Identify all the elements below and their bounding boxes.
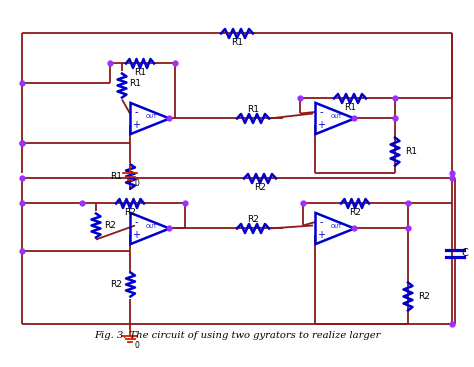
Text: R2: R2 [247,215,259,224]
Text: R1: R1 [344,103,356,112]
Text: 0: 0 [135,341,139,350]
Text: OUT: OUT [146,114,158,119]
Text: R2: R2 [124,208,136,217]
Text: R1: R1 [247,105,259,114]
Text: R2: R2 [418,292,430,301]
Text: -: - [135,217,138,227]
Text: C: C [462,248,468,258]
Text: R2: R2 [104,221,116,230]
Text: +: + [318,230,326,240]
Text: R1: R1 [129,79,141,88]
Text: 0: 0 [135,179,139,188]
Text: R1: R1 [231,38,243,47]
Text: R1: R1 [134,68,146,77]
Text: Fig. 3. The circuit of using two gyrators to realize larger: Fig. 3. The circuit of using two gyrator… [94,331,380,340]
Text: R1: R1 [110,172,122,181]
Text: OUT: OUT [331,114,343,119]
Text: R2: R2 [110,280,122,289]
Text: OUT: OUT [331,224,343,229]
Text: +: + [318,120,326,130]
Text: OUT: OUT [146,224,158,229]
Text: -: - [320,217,323,227]
Text: +: + [133,120,140,130]
Text: R2: R2 [254,183,266,192]
Text: R2: R2 [349,208,361,217]
Text: +: + [133,230,140,240]
Text: -: - [135,107,138,117]
Text: R1: R1 [405,147,417,156]
Text: -: - [320,107,323,117]
